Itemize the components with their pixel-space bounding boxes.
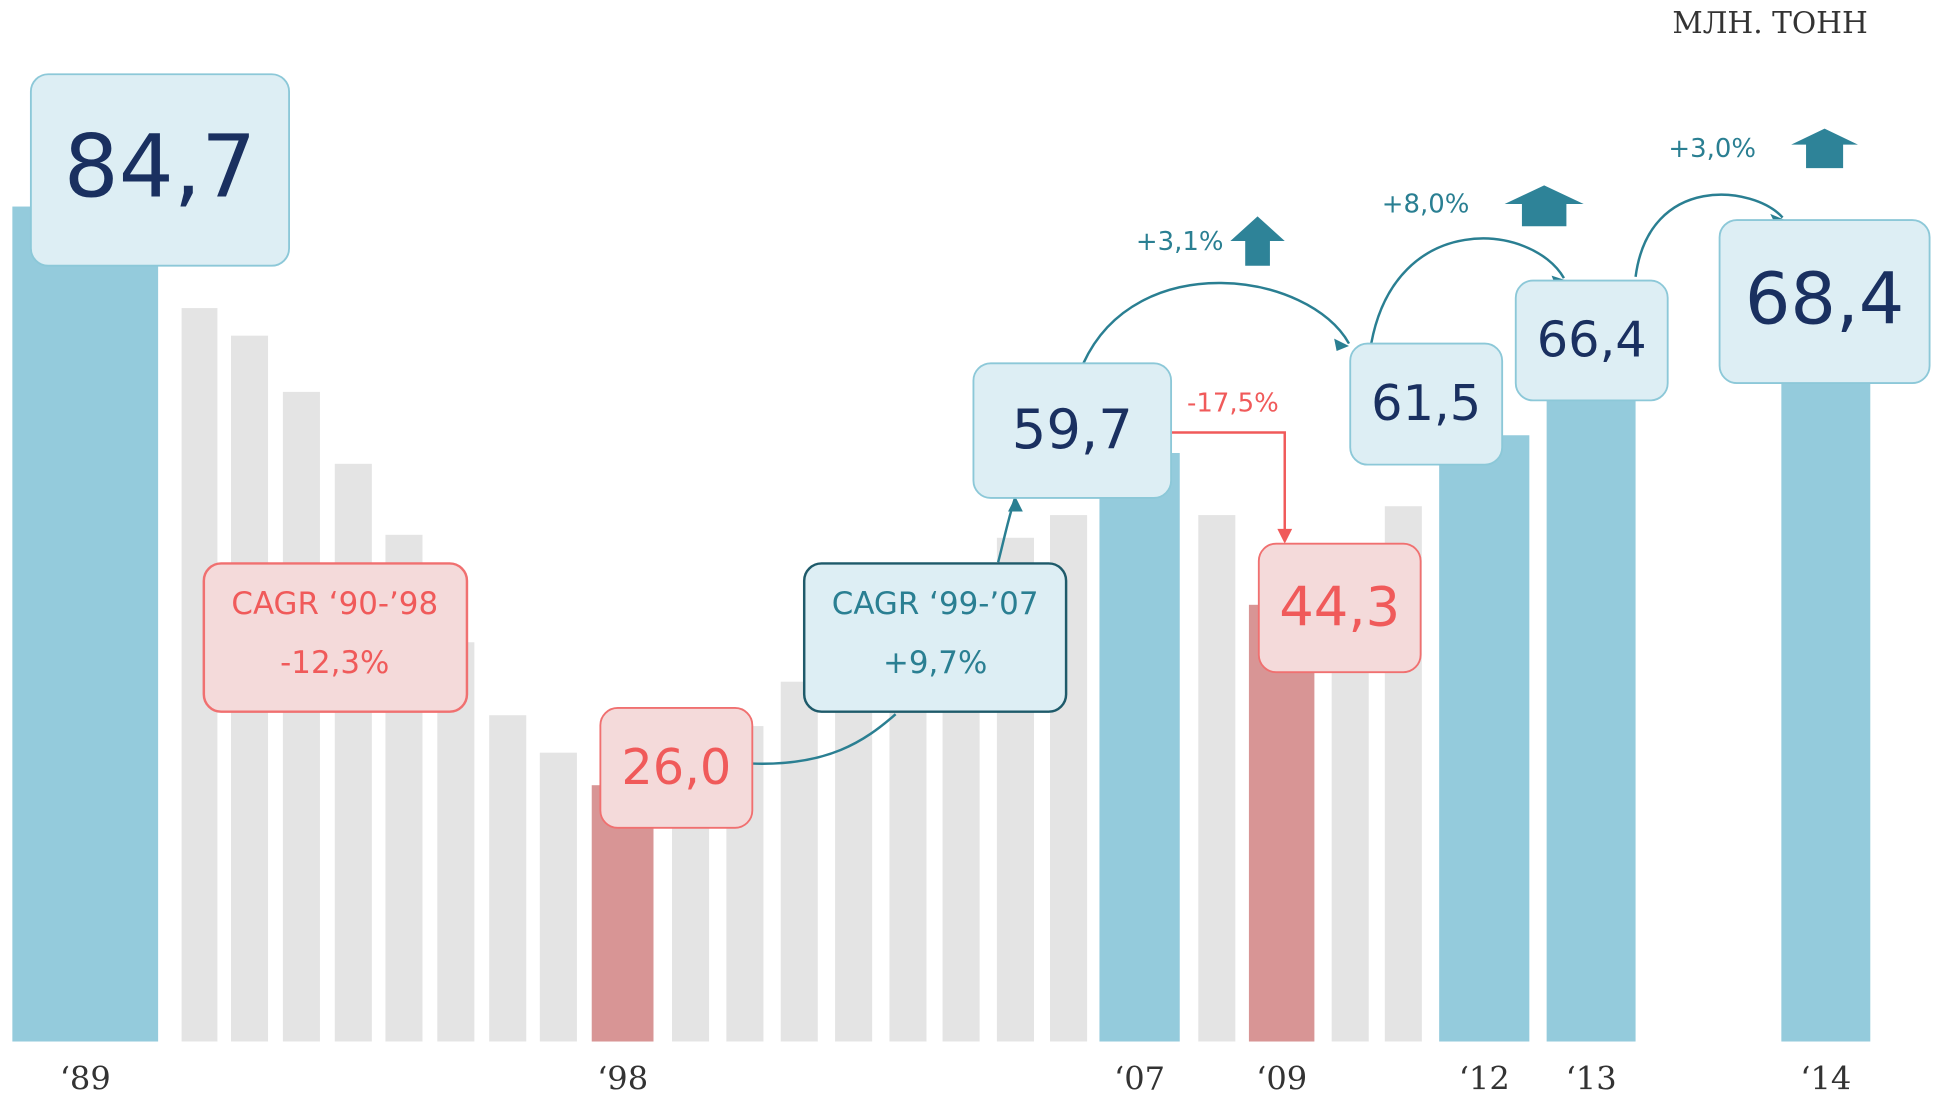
value-labels: ‘89 84,7 ‘98 26,0 ‘07 59,7 ‘09 44,3 ‘12 61,5 ‘13 66…	[29, 73, 1931, 1096]
value-box	[1349, 342, 1504, 466]
cagr-value: +9,7%	[883, 645, 987, 681]
bar	[282, 391, 320, 1042]
up-icon	[1504, 185, 1584, 227]
value-box	[1718, 219, 1931, 385]
change-label: -17,5%	[1187, 389, 1279, 419]
arrowhead	[1334, 338, 1349, 351]
bar	[1198, 515, 1236, 1042]
value-label: 59,7	[1012, 398, 1133, 461]
value-label: 84,7	[64, 117, 257, 217]
x-tick-label: ‘12	[1459, 1060, 1510, 1096]
connector	[1082, 281, 1351, 364]
value-label: 26,0	[621, 738, 731, 796]
bar	[1439, 435, 1530, 1042]
value-box	[1514, 279, 1669, 402]
bar	[1099, 452, 1180, 1042]
cagr-title: CAGR ‘99-’07	[832, 586, 1039, 622]
unit-label: МЛН. ТОНН	[1672, 5, 1867, 40]
connector	[1634, 193, 1784, 278]
connectors	[752, 193, 1784, 765]
value-box	[599, 707, 754, 829]
connector	[1370, 237, 1565, 344]
change-label: +3,0%	[1668, 134, 1756, 164]
arrowhead	[1008, 496, 1023, 512]
connector	[1171, 431, 1286, 539]
bar	[489, 715, 527, 1042]
x-tick-label: ‘89	[60, 1060, 111, 1096]
arrowhead	[1277, 528, 1293, 544]
change-label: +8,0%	[1382, 190, 1470, 220]
bars	[12, 206, 1871, 1042]
cagr-box	[202, 562, 469, 713]
connector	[752, 713, 897, 765]
x-tick-label: ‘98	[597, 1060, 648, 1096]
bar	[12, 206, 159, 1042]
value-label: 44,3	[1279, 576, 1400, 639]
value-box	[29, 73, 290, 267]
bar	[780, 681, 818, 1042]
up-icons	[1230, 128, 1858, 266]
value-box	[1257, 542, 1422, 674]
value-label: 68,4	[1745, 258, 1904, 341]
bar	[539, 752, 577, 1042]
value-label: 61,5	[1371, 374, 1481, 432]
value-box	[972, 362, 1173, 499]
cagr-box	[802, 562, 1068, 713]
bar	[1248, 604, 1315, 1042]
x-tick-label: ‘09	[1256, 1060, 1307, 1096]
change-label: +3,1%	[1136, 227, 1224, 257]
value-label: 66,4	[1537, 310, 1647, 368]
up-icon	[1230, 216, 1285, 266]
bar	[1781, 367, 1871, 1042]
x-tick-label: ‘07	[1114, 1060, 1165, 1096]
x-tick-label: ‘13	[1566, 1060, 1617, 1096]
bar	[334, 463, 372, 1042]
cagr-title: CAGR ‘90-’98	[231, 586, 438, 622]
up-icon	[1791, 128, 1858, 169]
x-tick-label: ‘14	[1800, 1060, 1851, 1096]
cagr-value: -12,3%	[280, 645, 389, 681]
bar	[1546, 386, 1636, 1042]
